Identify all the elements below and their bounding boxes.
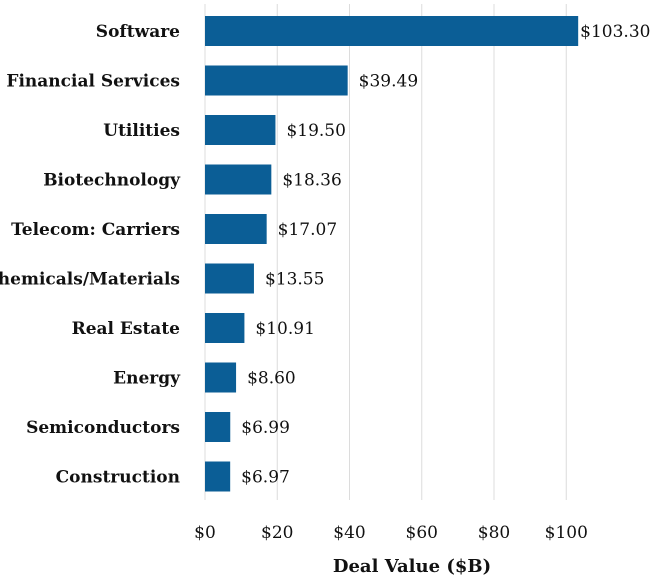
- bar-semiconductors: [205, 412, 231, 442]
- value-label: $13.55: [265, 270, 324, 290]
- x-tick-label: $80: [478, 523, 510, 543]
- bar-real-estate: [205, 313, 245, 343]
- value-label: $17.07: [278, 220, 337, 240]
- x-tick-label: $60: [406, 523, 438, 543]
- value-label: $6.97: [241, 468, 290, 488]
- value-label: $10.91: [255, 319, 314, 339]
- value-label: $39.49: [359, 72, 418, 92]
- bar-chemicals-materials: [205, 263, 254, 294]
- bar-telecom-carriers: [205, 214, 267, 244]
- category-label: Energy: [113, 369, 181, 389]
- value-labels: $103.30 $39.49 $19.50 $18.36 $17.07 $13.55 $10…: [241, 22, 650, 488]
- category-label: Chemicals/Materials: [0, 270, 180, 290]
- category-label: Software: [96, 22, 180, 42]
- bar-biotechnology: [205, 164, 272, 195]
- category-label: Biotechnology: [43, 171, 181, 191]
- x-axis-title: Deal Value ($B): [333, 556, 491, 577]
- value-label: $8.60: [247, 369, 296, 389]
- bar-utilities: [205, 115, 276, 145]
- category-label: Telecom: Carriers: [11, 220, 180, 240]
- x-tick-label: $20: [261, 523, 293, 543]
- x-tick-label: $100: [545, 523, 588, 543]
- x-tick-label: $40: [333, 523, 365, 543]
- category-label: Construction: [56, 468, 180, 488]
- category-label: Financial Services: [6, 72, 180, 92]
- value-label: $6.99: [241, 418, 290, 438]
- x-tick-label: $0: [194, 523, 216, 543]
- bar-construction: [205, 461, 231, 492]
- value-label: $103.30: [580, 22, 650, 42]
- category-label: Semiconductors: [26, 418, 180, 438]
- value-label: $19.50: [286, 121, 345, 141]
- x-axis-ticks: $0 $20 $40 $60 $80 $100: [194, 523, 588, 543]
- bar-financial-services: [205, 65, 348, 96]
- bar-energy: [205, 362, 237, 393]
- value-label: $18.36: [282, 171, 341, 191]
- bar-software: [205, 16, 579, 46]
- category-label: Real Estate: [72, 319, 181, 339]
- category-labels: Software Financial Services Utilities Biote…: [0, 22, 181, 488]
- category-label: Utilities: [103, 121, 180, 141]
- bars: [205, 16, 579, 492]
